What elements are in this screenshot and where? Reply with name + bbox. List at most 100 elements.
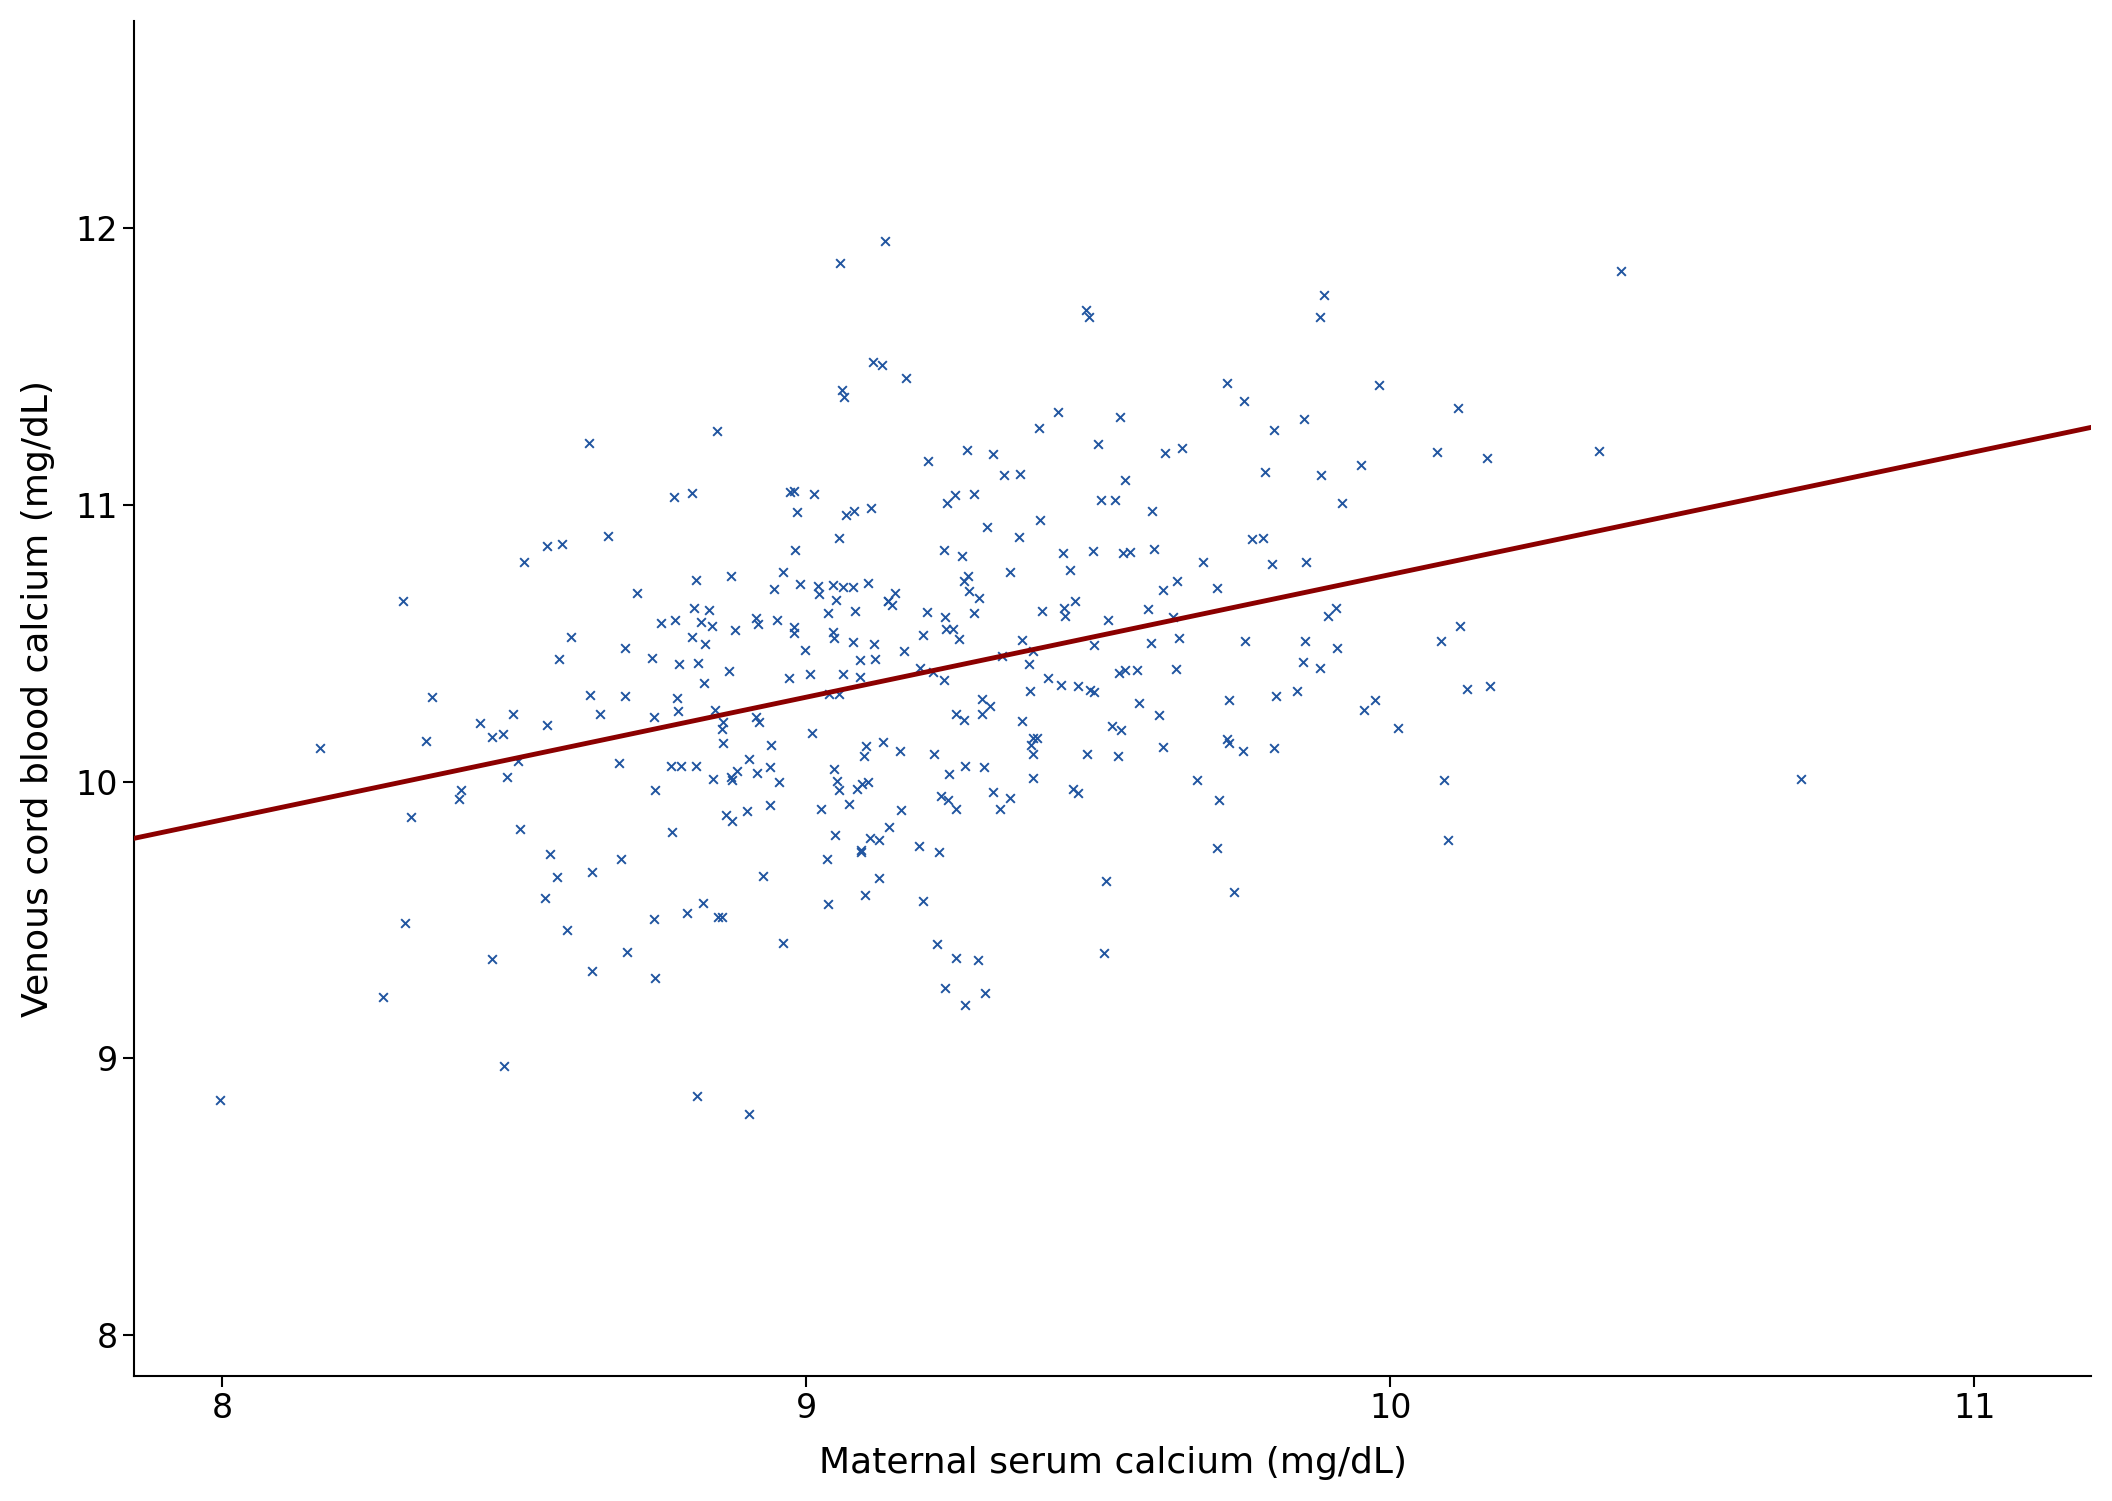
Point (659, 686, 693, 710)
Point (819, 588, 853, 612)
Point (1102, 405, 1136, 429)
Point (410, 729, 444, 754)
Point (906, 623, 940, 647)
Point (572, 683, 606, 707)
Point (1060, 781, 1094, 805)
Point (779, 500, 813, 524)
Point (1303, 656, 1337, 680)
Point (1288, 629, 1322, 653)
Point (739, 761, 773, 785)
Point (862, 829, 895, 853)
Point (712, 659, 746, 683)
Point (784, 572, 817, 596)
Point (553, 626, 587, 650)
Point (777, 479, 811, 503)
Point (1022, 509, 1056, 533)
Point (1016, 726, 1050, 750)
Point (574, 959, 608, 983)
Point (993, 560, 1026, 584)
Point (754, 793, 788, 817)
Point (1105, 717, 1138, 741)
Point (976, 781, 1010, 805)
Point (1248, 461, 1282, 485)
Point (638, 778, 672, 802)
Point (838, 599, 872, 623)
Point (661, 699, 695, 723)
Point (853, 826, 887, 850)
Y-axis label: Venous cord blood calcium (mg/dL): Venous cord blood calcium (mg/dL) (21, 380, 55, 1018)
Point (904, 656, 938, 680)
Point (817, 620, 851, 644)
Point (931, 788, 965, 812)
Point (543, 647, 577, 671)
Point (927, 605, 961, 629)
Point (1083, 488, 1117, 512)
Point (701, 905, 735, 929)
Point (917, 660, 950, 684)
Point (1147, 735, 1181, 760)
Point (1210, 371, 1244, 395)
Point (817, 626, 851, 650)
Point (1345, 452, 1379, 476)
Point (866, 353, 900, 377)
Point (777, 615, 811, 639)
Point (680, 567, 714, 591)
Point (1212, 731, 1246, 755)
Point (1442, 396, 1476, 420)
Point (657, 608, 691, 632)
Point (853, 495, 887, 519)
Point (714, 766, 748, 790)
Point (841, 778, 874, 802)
Point (811, 600, 845, 624)
Point (705, 905, 739, 929)
Point (655, 820, 689, 844)
Point (530, 713, 564, 737)
Point (1347, 698, 1381, 722)
Point (773, 480, 807, 504)
Point (644, 611, 678, 635)
Point (828, 503, 862, 527)
Point (1024, 599, 1058, 623)
Point (906, 889, 940, 913)
Point (1107, 540, 1140, 564)
Point (507, 551, 541, 575)
Point (872, 815, 906, 839)
Point (1090, 869, 1124, 893)
Point (1113, 540, 1147, 564)
Point (1130, 597, 1164, 621)
Point (608, 636, 642, 660)
Point (638, 967, 672, 991)
Point (1419, 440, 1453, 464)
X-axis label: Maternal serum calcium (mg/dL): Maternal serum calcium (mg/dL) (819, 1445, 1407, 1480)
Point (851, 770, 885, 794)
Point (885, 799, 919, 823)
Point (965, 702, 999, 726)
Point (1081, 432, 1115, 456)
Point (815, 573, 849, 597)
Point (767, 931, 800, 955)
Point (1202, 788, 1236, 812)
Point (475, 725, 509, 749)
Point (699, 698, 733, 722)
Point (974, 693, 1007, 717)
Point (1229, 629, 1263, 653)
Point (604, 848, 638, 872)
Point (887, 639, 921, 663)
Point (663, 755, 697, 779)
Point (1102, 660, 1136, 684)
Point (1060, 674, 1094, 698)
Point (1121, 690, 1155, 714)
Point (496, 702, 530, 726)
Point (731, 799, 765, 823)
Point (1138, 537, 1172, 561)
Point (1217, 880, 1250, 904)
Point (583, 702, 617, 726)
Point (1442, 614, 1476, 638)
Point (925, 784, 959, 808)
Point (1069, 297, 1102, 321)
Point (936, 617, 969, 641)
Point (591, 524, 625, 548)
Point (847, 883, 881, 907)
Point (927, 976, 961, 1000)
Point (1090, 608, 1124, 632)
